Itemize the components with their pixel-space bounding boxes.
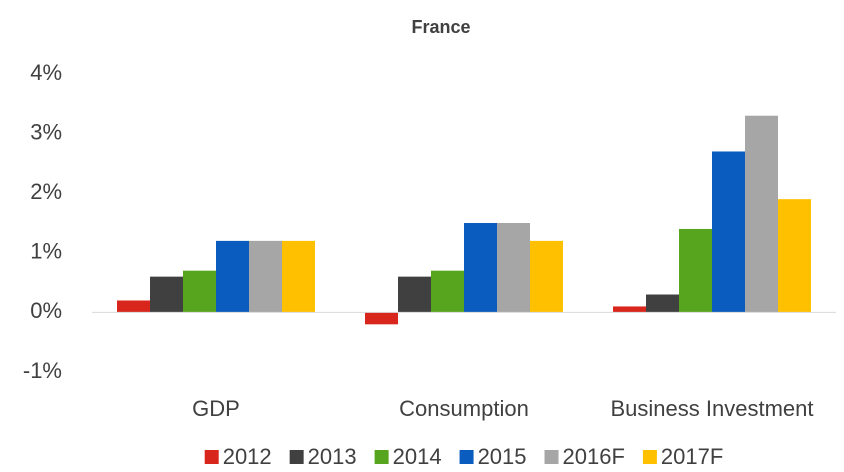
bar <box>183 270 216 313</box>
bar <box>613 306 646 313</box>
legend-swatch <box>289 450 304 464</box>
bar <box>117 300 150 313</box>
bar <box>497 223 530 313</box>
x-tick-label: GDP <box>192 396 240 421</box>
y-tick-label: 4% <box>30 60 62 85</box>
legend-label: 2016F <box>563 444 625 469</box>
bar <box>249 240 282 313</box>
y-tick-label: 0% <box>30 298 62 323</box>
legend-label: 2012 <box>223 444 272 469</box>
y-tick-label: 3% <box>30 119 62 144</box>
legend-swatch <box>204 450 219 464</box>
legend-swatch <box>642 450 657 464</box>
x-tick-label: Consumption <box>399 396 529 421</box>
y-tick-label: 2% <box>30 179 62 204</box>
legend-swatch <box>374 450 389 464</box>
bar <box>745 115 778 313</box>
bar <box>646 294 679 313</box>
bar <box>282 240 315 313</box>
chart-title: France <box>411 17 470 37</box>
bar <box>679 228 712 313</box>
y-tick-label: 1% <box>30 239 62 264</box>
legend-label: 2014 <box>393 444 442 469</box>
y-tick-label: -1% <box>23 358 62 383</box>
bar <box>398 276 431 313</box>
legend-swatch <box>459 450 474 464</box>
bar <box>365 312 398 325</box>
bar <box>431 270 464 313</box>
bar <box>464 223 497 313</box>
legend-swatch <box>544 450 559 464</box>
bar <box>150 276 183 313</box>
bar <box>530 240 563 313</box>
legend-label: 2015 <box>478 444 527 469</box>
bar <box>778 199 811 313</box>
legend-label: 2013 <box>308 444 357 469</box>
bar <box>216 240 249 313</box>
bar <box>712 151 745 313</box>
legend-label: 2017F <box>661 444 723 469</box>
x-tick-label: Business Investment <box>611 396 814 421</box>
